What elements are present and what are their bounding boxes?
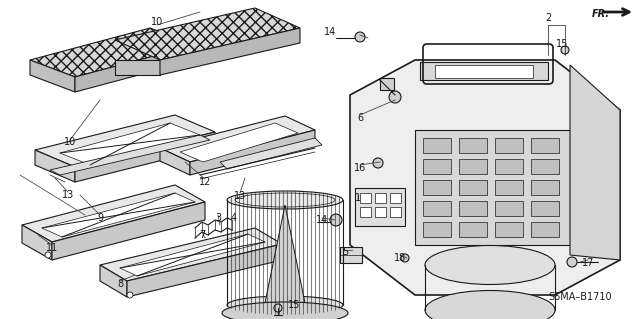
Bar bbox=[531, 180, 559, 195]
Polygon shape bbox=[265, 205, 305, 303]
Polygon shape bbox=[160, 148, 190, 175]
Text: FR.: FR. bbox=[592, 9, 610, 19]
Circle shape bbox=[330, 214, 342, 226]
Polygon shape bbox=[30, 60, 75, 92]
Bar bbox=[390, 207, 401, 217]
Polygon shape bbox=[22, 225, 52, 260]
Bar bbox=[531, 222, 559, 237]
Polygon shape bbox=[75, 132, 215, 182]
Text: 15: 15 bbox=[288, 300, 300, 310]
Polygon shape bbox=[435, 65, 533, 78]
Polygon shape bbox=[100, 228, 282, 281]
Bar bbox=[459, 201, 487, 216]
Ellipse shape bbox=[227, 296, 343, 314]
Circle shape bbox=[127, 292, 133, 298]
Polygon shape bbox=[75, 45, 195, 92]
Polygon shape bbox=[60, 123, 200, 165]
Polygon shape bbox=[52, 202, 205, 260]
Polygon shape bbox=[570, 65, 620, 260]
Text: 1: 1 bbox=[355, 193, 361, 203]
Bar bbox=[495, 222, 523, 237]
Text: 13: 13 bbox=[62, 190, 74, 200]
Bar bbox=[390, 193, 401, 203]
Bar bbox=[459, 138, 487, 153]
Polygon shape bbox=[115, 60, 160, 75]
Polygon shape bbox=[30, 28, 195, 77]
Bar bbox=[459, 180, 487, 195]
Polygon shape bbox=[160, 116, 315, 162]
Bar bbox=[375, 193, 386, 203]
Bar bbox=[360, 193, 371, 203]
Circle shape bbox=[45, 252, 51, 258]
Circle shape bbox=[389, 91, 401, 103]
Text: 13: 13 bbox=[234, 191, 246, 201]
Bar bbox=[495, 138, 523, 153]
Text: 17: 17 bbox=[582, 258, 594, 268]
Ellipse shape bbox=[425, 291, 555, 319]
Polygon shape bbox=[35, 150, 75, 182]
Bar bbox=[495, 180, 523, 195]
Circle shape bbox=[355, 32, 365, 42]
Polygon shape bbox=[100, 265, 127, 297]
Text: 12: 12 bbox=[199, 177, 211, 187]
Ellipse shape bbox=[227, 191, 343, 209]
Polygon shape bbox=[160, 28, 300, 75]
Text: 3: 3 bbox=[215, 213, 221, 223]
Circle shape bbox=[373, 158, 383, 168]
Bar bbox=[355, 188, 405, 226]
Text: 14: 14 bbox=[316, 215, 328, 225]
Bar bbox=[423, 159, 451, 174]
Bar bbox=[423, 201, 451, 216]
Text: 9: 9 bbox=[97, 213, 103, 223]
Text: 2: 2 bbox=[545, 13, 551, 23]
Bar bbox=[380, 78, 394, 90]
Bar bbox=[531, 159, 559, 174]
Text: S6MA–B1710: S6MA–B1710 bbox=[548, 292, 612, 302]
Ellipse shape bbox=[222, 302, 348, 319]
Bar bbox=[531, 138, 559, 153]
Circle shape bbox=[274, 304, 282, 312]
Ellipse shape bbox=[425, 246, 555, 285]
Bar bbox=[459, 222, 487, 237]
Text: 10: 10 bbox=[64, 137, 76, 147]
Text: 6: 6 bbox=[357, 113, 363, 123]
Bar bbox=[423, 222, 451, 237]
Polygon shape bbox=[120, 234, 265, 276]
Polygon shape bbox=[50, 135, 210, 175]
Text: 14: 14 bbox=[324, 27, 336, 37]
Polygon shape bbox=[115, 8, 300, 60]
Polygon shape bbox=[190, 130, 315, 175]
Text: 5: 5 bbox=[342, 247, 348, 257]
Text: 15: 15 bbox=[556, 39, 568, 49]
Bar bbox=[495, 201, 523, 216]
Text: 11: 11 bbox=[46, 243, 58, 253]
Polygon shape bbox=[350, 60, 620, 295]
Bar bbox=[415, 130, 570, 245]
Polygon shape bbox=[127, 244, 282, 297]
Text: 4: 4 bbox=[231, 213, 237, 223]
Text: 8: 8 bbox=[117, 279, 123, 289]
Circle shape bbox=[561, 46, 569, 54]
Bar bbox=[423, 180, 451, 195]
Bar bbox=[340, 247, 362, 263]
Text: 16: 16 bbox=[354, 163, 366, 173]
Bar bbox=[459, 159, 487, 174]
Bar bbox=[423, 138, 451, 153]
Polygon shape bbox=[35, 115, 215, 167]
Circle shape bbox=[567, 257, 577, 267]
Polygon shape bbox=[180, 123, 298, 162]
Circle shape bbox=[401, 254, 409, 262]
Polygon shape bbox=[420, 62, 548, 80]
Text: 18: 18 bbox=[394, 253, 406, 263]
Bar bbox=[375, 207, 386, 217]
Bar bbox=[495, 159, 523, 174]
Polygon shape bbox=[220, 138, 322, 169]
Polygon shape bbox=[42, 193, 195, 237]
Polygon shape bbox=[22, 185, 205, 242]
Bar bbox=[360, 207, 371, 217]
Bar bbox=[531, 201, 559, 216]
Text: 7: 7 bbox=[199, 230, 205, 240]
Text: 10: 10 bbox=[151, 17, 163, 27]
